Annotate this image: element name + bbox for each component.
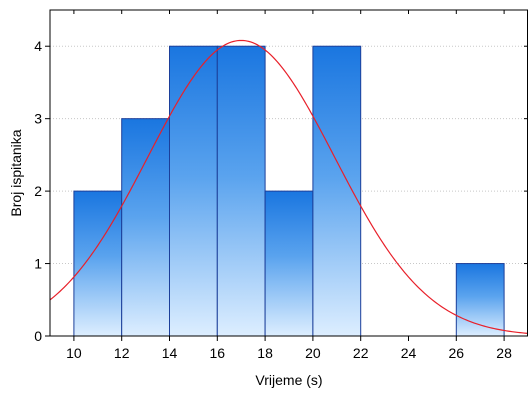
normal-curve: [50, 39, 528, 334]
x-tick-label: 10: [66, 345, 82, 361]
x-tick-label: 20: [305, 345, 321, 361]
y-tick-label: 3: [34, 111, 42, 127]
histogram-bar: [169, 45, 218, 337]
x-tick-label: 14: [162, 345, 178, 361]
normal-curve-layer: [50, 39, 528, 334]
y-tick-label: 2: [34, 183, 42, 199]
histogram-bar: [312, 45, 362, 337]
histogram-bar: [455, 263, 505, 337]
histogram-bars: [73, 45, 505, 337]
histogram-bar: [121, 118, 170, 337]
x-tick-label: 22: [353, 345, 369, 361]
y-tick-label: 0: [34, 328, 42, 344]
y-axis-label: Broj ispitanika: [8, 129, 24, 216]
histogram-bar: [264, 190, 314, 337]
histogram-bar: [216, 45, 266, 337]
x-tick-label: 26: [449, 345, 465, 361]
x-tick-label: 28: [496, 345, 512, 361]
x-tick-label: 24: [401, 345, 417, 361]
histogram-bar: [73, 190, 123, 337]
x-tick-label: 12: [114, 345, 130, 361]
axis-ticks: [45, 10, 528, 341]
x-tick-label: 16: [210, 345, 226, 361]
x-tick-label: 18: [257, 345, 273, 361]
y-tick-label: 1: [34, 256, 42, 272]
y-tick-label: 4: [34, 38, 42, 54]
x-axis-label: Vrijeme (s): [255, 372, 322, 388]
